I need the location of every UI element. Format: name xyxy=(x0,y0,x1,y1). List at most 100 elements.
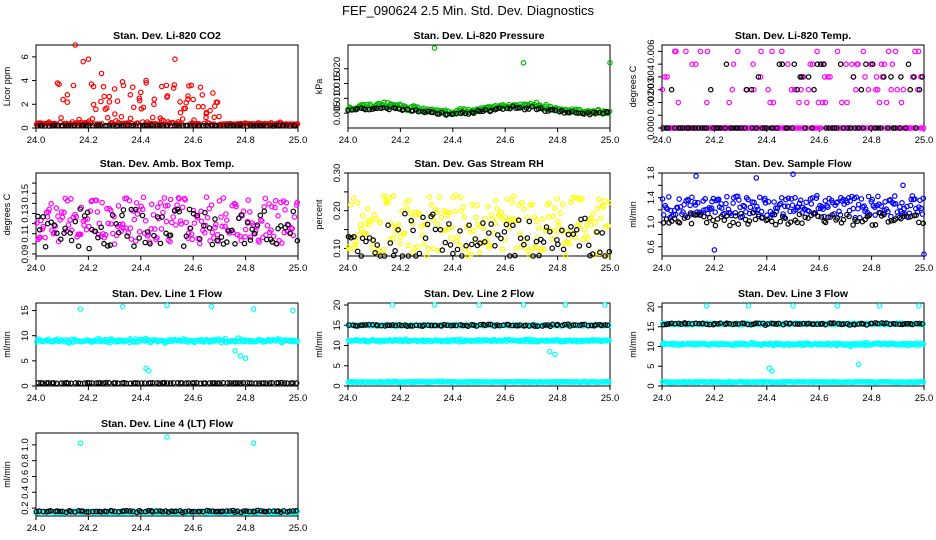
data-point xyxy=(58,380,65,386)
data-point xyxy=(874,86,881,93)
data-point xyxy=(77,306,84,312)
data-point xyxy=(485,203,491,210)
data-point xyxy=(694,212,700,218)
data-point xyxy=(432,226,439,233)
data-point xyxy=(513,245,519,251)
data-point xyxy=(682,320,689,327)
data-point xyxy=(524,235,531,241)
data-point xyxy=(600,204,607,210)
data-point xyxy=(694,199,701,206)
data-point xyxy=(156,380,163,386)
data-point xyxy=(727,222,733,229)
data-point xyxy=(127,380,134,387)
data-point xyxy=(915,48,922,55)
data-point xyxy=(566,240,573,247)
data-point xyxy=(120,207,127,213)
data-point xyxy=(423,252,430,259)
data-point xyxy=(723,61,730,67)
data-point xyxy=(392,322,399,329)
data-point xyxy=(875,125,882,131)
data-point xyxy=(815,213,821,220)
data-point xyxy=(792,321,798,327)
data-point xyxy=(405,242,412,249)
series-black xyxy=(346,321,611,330)
data-point xyxy=(710,217,716,224)
x-tick-label: 24.2 xyxy=(79,393,98,404)
data-point xyxy=(58,115,64,121)
data-point xyxy=(234,122,240,129)
data-point xyxy=(100,380,107,386)
data-point xyxy=(283,200,290,206)
data-point xyxy=(212,216,218,222)
y-tick-label: 0.11 xyxy=(20,225,31,243)
data-point xyxy=(422,235,429,242)
data-point xyxy=(659,196,666,202)
data-point xyxy=(378,322,385,329)
data-point xyxy=(75,243,82,250)
data-point xyxy=(118,122,125,129)
x-tick-label: 24.8 xyxy=(548,393,567,404)
data-point xyxy=(785,61,791,67)
data-point xyxy=(919,321,926,327)
data-point xyxy=(459,109,466,115)
data-point xyxy=(419,232,425,239)
data-point xyxy=(837,212,844,218)
data-point xyxy=(777,218,784,225)
data-point xyxy=(53,205,60,211)
data-point xyxy=(866,212,872,219)
panel-2: Stan. Dev. Li-820 Pressure kPa 24.0 24.2 24.… xyxy=(314,30,619,146)
data-point xyxy=(899,200,905,206)
data-point xyxy=(170,338,177,344)
data-point xyxy=(769,48,775,55)
data-point xyxy=(789,125,796,131)
plot-frame xyxy=(661,44,925,129)
data-point xyxy=(833,125,840,131)
data-point xyxy=(564,228,571,235)
x-tick-label: 24.0 xyxy=(27,393,46,404)
data-point xyxy=(915,302,922,309)
y-tick-label: 5 xyxy=(20,358,31,363)
data-point xyxy=(683,48,689,55)
data-point xyxy=(84,209,91,216)
data-point xyxy=(62,225,68,232)
data-point xyxy=(862,74,868,80)
data-point xyxy=(208,303,215,310)
y-tick-label: 0.006 xyxy=(646,39,657,63)
data-point xyxy=(554,321,561,328)
data-point xyxy=(260,380,267,386)
data-point xyxy=(353,239,360,245)
data-point xyxy=(605,199,612,206)
data-point xyxy=(231,122,237,129)
data-point xyxy=(130,122,137,129)
data-point xyxy=(822,321,829,328)
data-point xyxy=(721,217,728,224)
data-point xyxy=(287,230,294,237)
data-point xyxy=(676,196,683,202)
data-point xyxy=(689,194,695,201)
data-point xyxy=(805,215,811,221)
data-point xyxy=(688,220,695,227)
data-point xyxy=(377,219,384,226)
data-point xyxy=(778,48,785,55)
data-point xyxy=(127,92,134,98)
y-axis-label: degrees C xyxy=(2,193,12,235)
y-tick-label: 0.13 xyxy=(20,204,31,223)
data-point xyxy=(552,107,558,113)
data-point xyxy=(748,321,755,328)
data-point xyxy=(603,253,610,259)
data-point xyxy=(663,205,669,211)
y-tick-label: 0.4 xyxy=(20,486,31,499)
x-tick-label: 24.0 xyxy=(27,263,46,274)
data-point xyxy=(852,86,859,93)
data-point xyxy=(457,194,464,201)
x-tick-label: 24.2 xyxy=(391,393,410,404)
data-point xyxy=(104,123,110,129)
data-point xyxy=(272,204,278,211)
data-point xyxy=(436,247,443,254)
data-point xyxy=(157,200,164,206)
data-point xyxy=(184,122,191,129)
data-point xyxy=(718,205,725,212)
data-point xyxy=(399,253,406,259)
data-point xyxy=(263,508,269,515)
data-point xyxy=(485,321,492,328)
